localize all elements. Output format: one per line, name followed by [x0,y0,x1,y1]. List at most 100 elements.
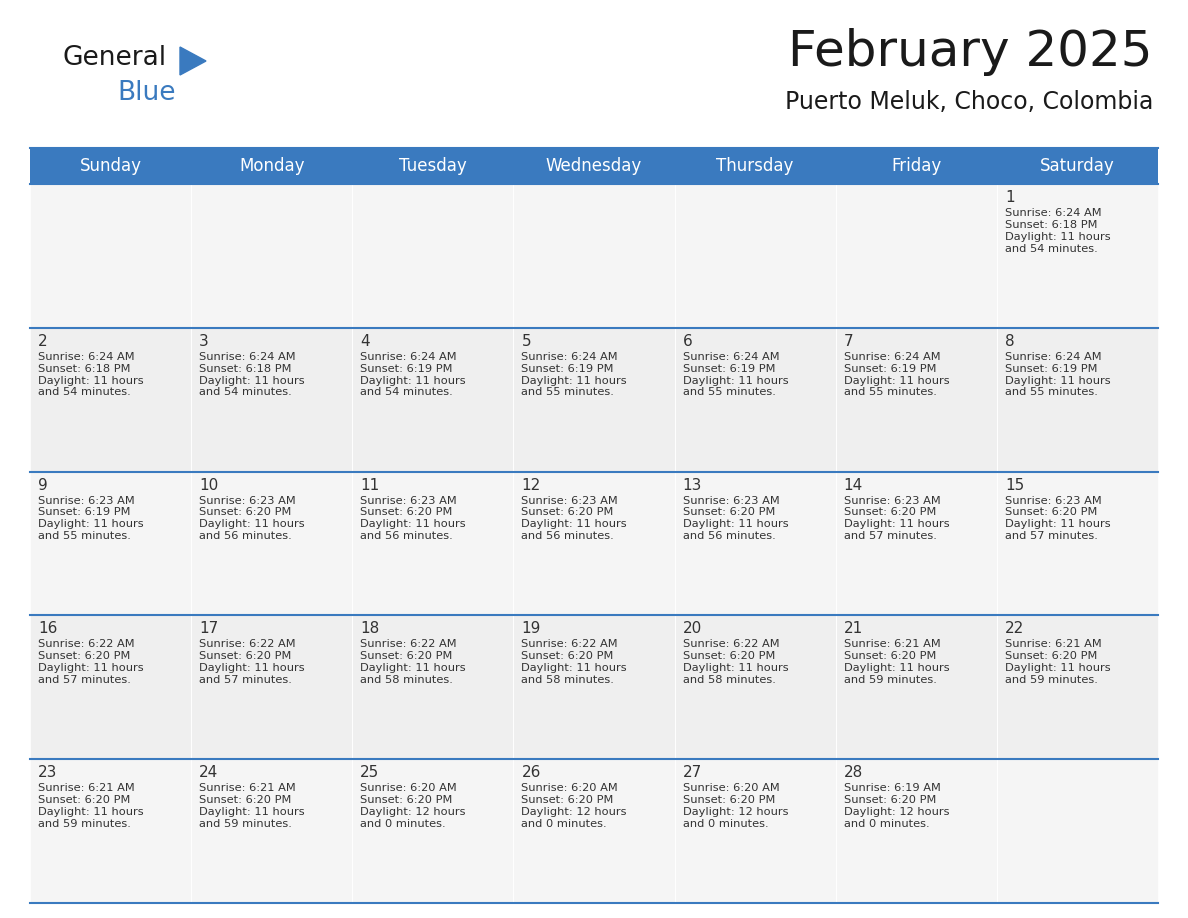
Text: and 55 minutes.: and 55 minutes. [843,387,936,397]
Text: 17: 17 [200,621,219,636]
Text: Sunset: 6:20 PM: Sunset: 6:20 PM [843,795,936,805]
Text: and 55 minutes.: and 55 minutes. [522,387,614,397]
Bar [353,328,513,472]
Text: 14: 14 [843,477,862,493]
Text: 8: 8 [1005,334,1015,349]
Text: and 54 minutes.: and 54 minutes. [1005,243,1098,253]
Text: General: General [62,45,166,71]
Text: 7: 7 [843,334,853,349]
Bar [997,472,1158,615]
Bar [191,328,353,472]
Text: Sunrise: 6:23 AM: Sunrise: 6:23 AM [522,496,618,506]
Text: Daylight: 11 hours: Daylight: 11 hours [200,375,305,386]
Text: Daylight: 11 hours: Daylight: 11 hours [522,520,627,530]
Text: Sunset: 6:20 PM: Sunset: 6:20 PM [38,651,131,661]
Bar [835,184,997,328]
Text: Sunset: 6:20 PM: Sunset: 6:20 PM [683,795,775,805]
Text: Sunset: 6:20 PM: Sunset: 6:20 PM [1005,651,1098,661]
Text: Sunset: 6:20 PM: Sunset: 6:20 PM [843,508,936,518]
Bar [835,328,997,472]
Text: Sunrise: 6:22 AM: Sunrise: 6:22 AM [683,640,779,649]
Text: Daylight: 11 hours: Daylight: 11 hours [360,375,466,386]
Text: 10: 10 [200,477,219,493]
Text: Sunrise: 6:23 AM: Sunrise: 6:23 AM [843,496,941,506]
Text: Sunrise: 6:24 AM: Sunrise: 6:24 AM [200,352,296,362]
Text: Sunrise: 6:23 AM: Sunrise: 6:23 AM [683,496,779,506]
Text: Daylight: 11 hours: Daylight: 11 hours [1005,520,1111,530]
Text: Blue: Blue [116,80,176,106]
Bar [835,615,997,759]
Bar [353,759,513,903]
Text: and 0 minutes.: and 0 minutes. [683,819,769,829]
Text: Friday: Friday [891,157,941,175]
Bar [835,759,997,903]
Text: and 56 minutes.: and 56 minutes. [200,532,292,542]
Text: Sunset: 6:18 PM: Sunset: 6:18 PM [38,364,131,374]
Bar [353,472,513,615]
Text: Daylight: 12 hours: Daylight: 12 hours [360,807,466,817]
Text: Sunrise: 6:21 AM: Sunrise: 6:21 AM [843,640,941,649]
Text: Monday: Monday [239,157,304,175]
Text: Daylight: 11 hours: Daylight: 11 hours [38,375,144,386]
Text: and 55 minutes.: and 55 minutes. [683,387,776,397]
Text: 1: 1 [1005,190,1015,205]
Text: and 59 minutes.: and 59 minutes. [1005,675,1098,685]
Bar [997,615,1158,759]
Text: 22: 22 [1005,621,1024,636]
Text: Sunrise: 6:24 AM: Sunrise: 6:24 AM [38,352,134,362]
Bar [997,328,1158,472]
Text: 18: 18 [360,621,379,636]
Text: 13: 13 [683,477,702,493]
Text: Wednesday: Wednesday [545,157,643,175]
Text: Sunset: 6:20 PM: Sunset: 6:20 PM [522,651,614,661]
Bar [30,184,191,328]
Text: Daylight: 11 hours: Daylight: 11 hours [843,663,949,673]
Bar [835,472,997,615]
Text: Daylight: 11 hours: Daylight: 11 hours [200,807,305,817]
Text: and 58 minutes.: and 58 minutes. [360,675,453,685]
Bar [30,759,191,903]
Bar [191,615,353,759]
Text: and 58 minutes.: and 58 minutes. [683,675,776,685]
Text: Sunrise: 6:23 AM: Sunrise: 6:23 AM [1005,496,1101,506]
Text: Sunrise: 6:20 AM: Sunrise: 6:20 AM [522,783,618,793]
Text: Sunrise: 6:24 AM: Sunrise: 6:24 AM [1005,208,1101,218]
Text: 3: 3 [200,334,209,349]
Text: Daylight: 11 hours: Daylight: 11 hours [1005,375,1111,386]
Text: Sunrise: 6:20 AM: Sunrise: 6:20 AM [360,783,457,793]
Text: Sunset: 6:19 PM: Sunset: 6:19 PM [360,364,453,374]
Text: and 57 minutes.: and 57 minutes. [843,532,936,542]
Text: 11: 11 [360,477,379,493]
Bar [191,759,353,903]
Text: Sunset: 6:18 PM: Sunset: 6:18 PM [200,364,291,374]
Text: Sunset: 6:20 PM: Sunset: 6:20 PM [843,651,936,661]
Text: and 57 minutes.: and 57 minutes. [1005,532,1098,542]
Text: and 59 minutes.: and 59 minutes. [843,675,936,685]
Text: 24: 24 [200,766,219,780]
Bar [997,759,1158,903]
Text: Sunset: 6:19 PM: Sunset: 6:19 PM [38,508,131,518]
Bar [191,184,353,328]
Text: and 0 minutes.: and 0 minutes. [360,819,446,829]
Text: and 56 minutes.: and 56 minutes. [683,532,776,542]
Text: Tuesday: Tuesday [399,157,467,175]
Text: Sunrise: 6:21 AM: Sunrise: 6:21 AM [38,783,134,793]
Text: and 58 minutes.: and 58 minutes. [522,675,614,685]
Text: and 55 minutes.: and 55 minutes. [38,532,131,542]
Text: Puerto Meluk, Choco, Colombia: Puerto Meluk, Choco, Colombia [784,90,1154,114]
Bar [353,184,513,328]
Text: 21: 21 [843,621,862,636]
Bar [30,615,191,759]
Text: Daylight: 11 hours: Daylight: 11 hours [843,375,949,386]
Bar [30,148,1158,184]
Text: Sunset: 6:20 PM: Sunset: 6:20 PM [522,795,614,805]
Text: 19: 19 [522,621,541,636]
Text: and 56 minutes.: and 56 minutes. [360,532,453,542]
Text: 25: 25 [360,766,379,780]
Bar [191,472,353,615]
Text: Sunset: 6:20 PM: Sunset: 6:20 PM [1005,508,1098,518]
Text: and 54 minutes.: and 54 minutes. [200,387,292,397]
Text: Sunset: 6:20 PM: Sunset: 6:20 PM [200,651,291,661]
Text: and 57 minutes.: and 57 minutes. [200,675,292,685]
Text: Daylight: 12 hours: Daylight: 12 hours [683,807,788,817]
